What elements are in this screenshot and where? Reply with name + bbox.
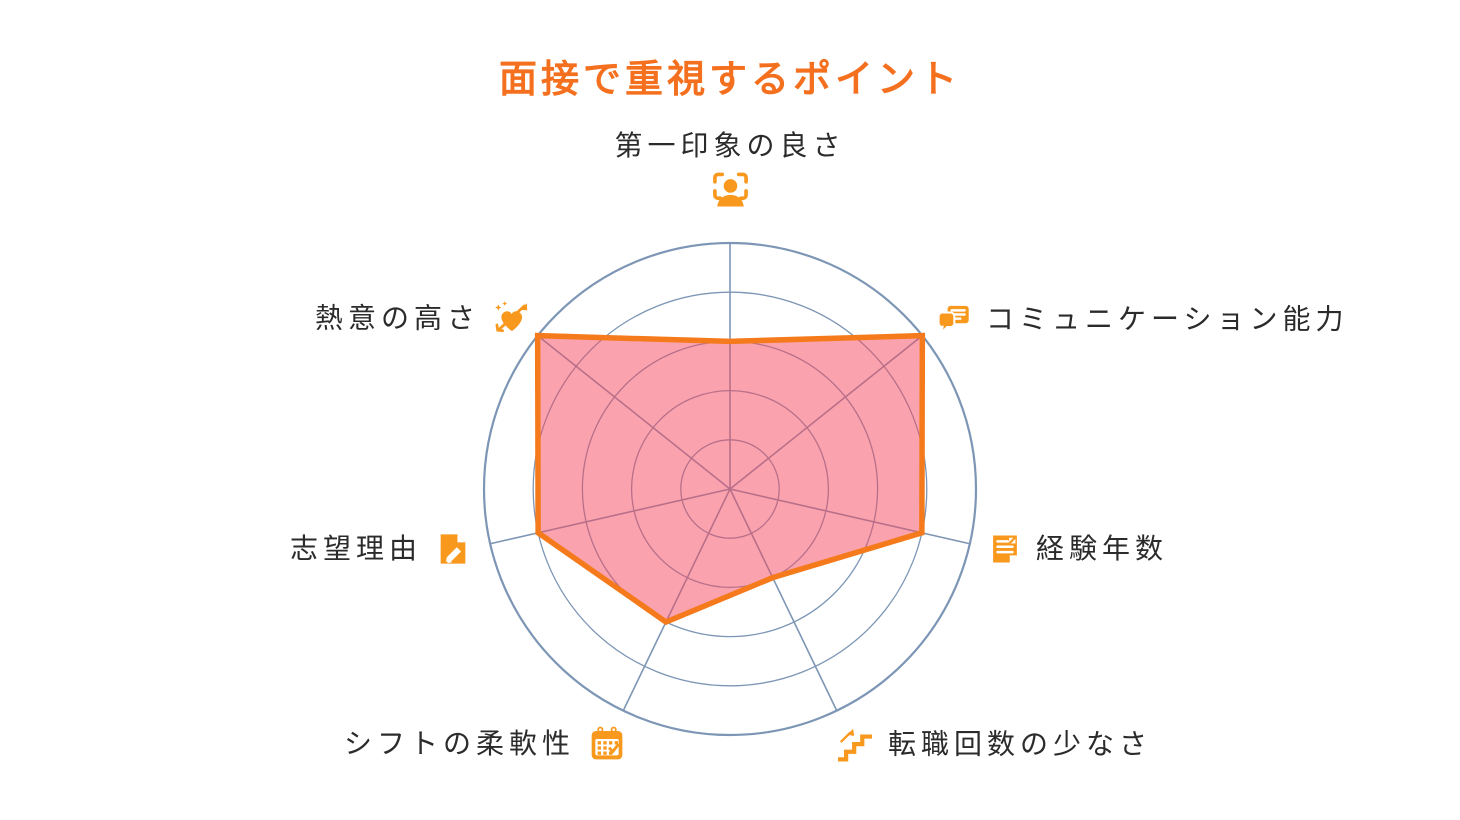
axis-label-shift-flexibility: シフトの柔軟性 xyxy=(344,724,627,764)
heart-arrow-icon xyxy=(492,300,532,337)
axis-label-communication: コミュニケーション能力 xyxy=(934,301,1348,338)
note-pencil-icon xyxy=(434,530,472,568)
axis-label-text: 志望理由 xyxy=(289,533,422,564)
axis-label-job-changes: 転職回数の少なさ xyxy=(834,725,1152,764)
axis-label-text: 熱意の高さ xyxy=(314,302,480,333)
axis-label-text: 転職回数の少なさ xyxy=(888,728,1153,759)
axis-label-enthusiasm: 熱意の高さ xyxy=(315,300,532,337)
axis-label-experience-years: 経験年数 xyxy=(986,530,1168,568)
data-polygon xyxy=(534,332,926,626)
axis-label-first-impression: 第一印象の良さ xyxy=(614,132,845,212)
axis-label-application-reason: 志望理由 xyxy=(290,530,472,568)
axis-label-text: コミュニケーション能力 xyxy=(986,303,1349,334)
document-lines-icon xyxy=(986,530,1024,568)
page-title: 面接で重視するポイント xyxy=(498,59,961,101)
axis-label-text: 第一印象の良さ xyxy=(614,130,846,161)
calendar-check-icon xyxy=(587,724,627,764)
axis-label-text: 経験年数 xyxy=(1036,533,1169,564)
face-scan-icon xyxy=(708,168,752,212)
chat-bubbles-icon xyxy=(934,301,974,338)
axis-label-text: シフトの柔軟性 xyxy=(343,728,575,759)
stairs-up-arrow-icon xyxy=(834,725,876,764)
